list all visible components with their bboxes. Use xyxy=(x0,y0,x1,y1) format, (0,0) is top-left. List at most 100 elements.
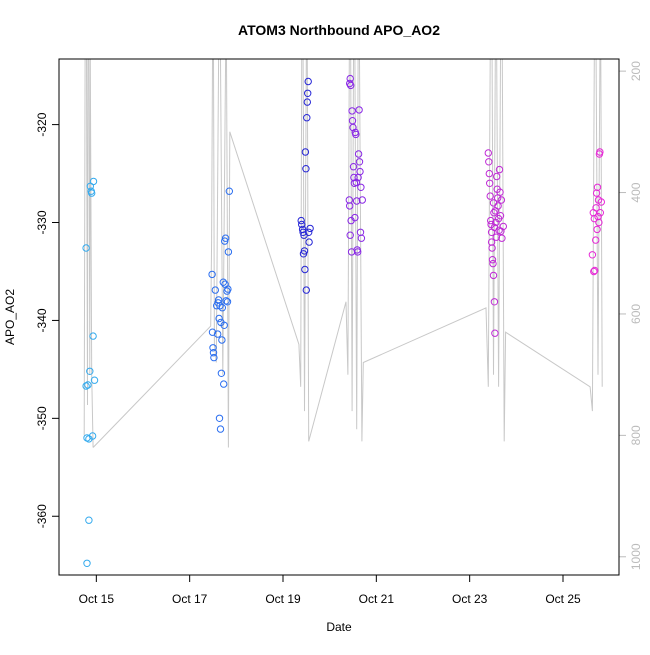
data-point xyxy=(217,369,226,377)
data-point xyxy=(353,197,361,205)
data-point xyxy=(499,222,507,231)
data-point xyxy=(82,244,90,252)
y-tick-label: -320 xyxy=(35,112,49,136)
data-point xyxy=(592,236,600,244)
data-point xyxy=(298,220,306,229)
data-point xyxy=(354,248,362,256)
data-point xyxy=(215,314,223,323)
data-point xyxy=(302,286,310,294)
data-point xyxy=(220,321,228,329)
data-point xyxy=(356,167,364,176)
data-point xyxy=(498,234,506,242)
data-point xyxy=(492,233,500,241)
data-point xyxy=(209,349,218,357)
y2-tick-label: 800 xyxy=(629,425,643,445)
data-point xyxy=(297,216,305,225)
data-point xyxy=(486,192,494,200)
data-point xyxy=(593,183,602,192)
data-point xyxy=(221,237,229,245)
data-point xyxy=(488,256,497,264)
data-point xyxy=(596,148,604,156)
data-point xyxy=(90,376,99,384)
data-point xyxy=(89,332,97,340)
data-point xyxy=(596,209,604,217)
data-point xyxy=(214,330,222,338)
data-point xyxy=(487,216,495,225)
data-point xyxy=(590,214,598,223)
data-point xyxy=(490,209,498,217)
data-point xyxy=(351,213,359,222)
data-point xyxy=(487,238,496,246)
data-point xyxy=(358,196,366,204)
data-point xyxy=(208,328,217,336)
x-tick-label: Oct 25 xyxy=(545,592,581,606)
data-point xyxy=(302,165,310,173)
y2-tick-label: 400 xyxy=(629,182,643,202)
data-point xyxy=(305,238,313,246)
data-point xyxy=(223,298,232,306)
data-point xyxy=(221,234,230,242)
data-point xyxy=(225,187,234,195)
data-point xyxy=(220,380,228,388)
data-point xyxy=(209,344,217,352)
data-point xyxy=(210,353,218,362)
data-point xyxy=(485,158,493,166)
data-point xyxy=(85,516,93,524)
data-point xyxy=(357,234,366,242)
x-tick-label: Oct 17 xyxy=(172,592,208,606)
data-point xyxy=(346,202,354,210)
data-point xyxy=(352,178,360,187)
data-point xyxy=(304,77,312,86)
data-point xyxy=(352,130,360,139)
data-point xyxy=(84,381,92,389)
data-point xyxy=(303,114,311,122)
data-point xyxy=(495,165,504,174)
data-point xyxy=(489,259,497,268)
y-tick-label: -340 xyxy=(35,308,49,332)
data-point xyxy=(86,367,94,375)
data-point xyxy=(347,81,355,90)
data-point xyxy=(355,158,364,166)
data-point xyxy=(590,267,598,276)
y-tick-label: -330 xyxy=(35,210,49,234)
data-point xyxy=(592,189,601,197)
x-axis-label: Date xyxy=(326,620,352,634)
data-point xyxy=(496,188,504,196)
data-point xyxy=(489,271,498,280)
x-tick-label: Oct 21 xyxy=(359,592,395,606)
data-point xyxy=(484,149,492,157)
data-point xyxy=(83,559,91,567)
data-point xyxy=(218,336,226,344)
x-tick-label: Oct 15 xyxy=(79,592,115,606)
data-point xyxy=(349,163,358,171)
data-point xyxy=(357,183,365,192)
y2-tick-label: 1000 xyxy=(629,543,643,570)
data-point xyxy=(208,270,216,279)
data-point xyxy=(216,302,224,310)
data-point xyxy=(211,286,220,294)
y-axis-label: APO_AO2 xyxy=(3,289,17,345)
data-point xyxy=(219,278,228,286)
data-point xyxy=(490,298,499,306)
y2-tick-label: 200 xyxy=(629,61,643,81)
data-point xyxy=(346,231,354,239)
data-point xyxy=(354,150,363,158)
data-point xyxy=(304,89,312,98)
plot-frame xyxy=(58,58,620,576)
data-point xyxy=(303,98,311,106)
data-point xyxy=(89,177,98,186)
data-point xyxy=(88,432,97,440)
x-tick-label: Oct 19 xyxy=(265,592,301,606)
axes-layer: Oct 15 Oct 17 Oct 19 Oct 21 Oct 23 Oct 25 -320… xyxy=(35,61,643,606)
data-point xyxy=(591,266,599,275)
data-point xyxy=(493,172,501,181)
pressure-line-segment xyxy=(92,58,603,448)
data-point xyxy=(224,248,233,256)
y2-tick-label: 600 xyxy=(629,304,643,324)
data-point xyxy=(301,265,309,274)
data-point xyxy=(348,107,356,115)
data-point xyxy=(88,189,96,197)
data-point xyxy=(597,198,605,206)
